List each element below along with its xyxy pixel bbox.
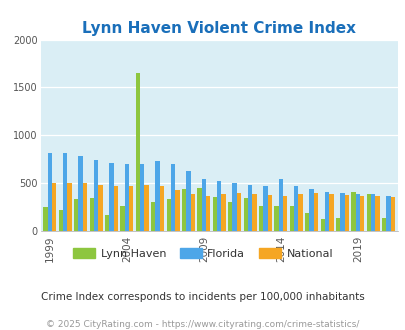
Bar [390,197,394,231]
Bar [252,194,256,231]
Bar [144,184,148,231]
Bar [386,196,390,231]
Bar [274,206,278,231]
Bar [298,194,302,231]
Bar [190,194,194,231]
Bar [366,194,370,231]
Bar [375,196,379,231]
Bar [278,179,282,231]
Bar [243,198,247,231]
Bar [160,186,164,231]
Bar [217,181,221,231]
Text: Crime Index corresponds to incidents per 100,000 inhabitants: Crime Index corresponds to incidents per… [41,292,364,302]
Bar [171,164,175,231]
Bar [113,185,117,231]
Bar [43,207,47,231]
Bar [166,199,171,231]
Bar [83,183,87,231]
Bar [151,202,155,231]
Bar [328,194,333,231]
Bar [74,199,78,231]
Bar [155,161,160,231]
Bar [105,215,109,231]
Legend: Lynn Haven, Florida, National: Lynn Haven, Florida, National [68,244,337,263]
Bar [175,190,179,231]
Bar [181,189,186,231]
Text: © 2025 CityRating.com - https://www.cityrating.com/crime-statistics/: © 2025 CityRating.com - https://www.city… [46,320,359,329]
Bar [201,179,205,231]
Bar [370,194,375,231]
Bar [232,183,236,231]
Bar [140,164,144,231]
Bar [313,193,318,231]
Bar [262,186,267,231]
Bar [124,164,129,231]
Bar [205,196,210,231]
Bar [59,211,63,231]
Bar [63,153,67,231]
Bar [309,189,313,231]
Bar [129,186,133,231]
Bar [212,197,217,231]
Bar [247,185,252,231]
Bar [98,184,102,231]
Bar [52,183,56,231]
Bar [293,186,298,231]
Bar [186,171,190,231]
Bar [324,192,328,231]
Bar [47,152,52,231]
Title: Lynn Haven Violent Crime Index: Lynn Haven Violent Crime Index [82,21,355,36]
Bar [350,192,355,231]
Bar [339,193,344,231]
Bar [289,206,293,231]
Bar [67,183,72,231]
Bar [344,195,348,231]
Bar [381,217,386,231]
Bar [90,198,94,231]
Bar [197,188,201,231]
Bar [78,156,83,231]
Bar [355,194,359,231]
Bar [135,73,140,231]
Bar [236,193,241,231]
Bar [320,218,324,231]
Bar [228,202,232,231]
Bar [359,196,363,231]
Bar [282,196,287,231]
Bar [267,195,271,231]
Bar [258,206,262,231]
Bar [305,213,309,231]
Bar [335,217,339,231]
Bar [120,206,124,231]
Bar [94,160,98,231]
Bar [221,194,225,231]
Bar [109,163,113,231]
